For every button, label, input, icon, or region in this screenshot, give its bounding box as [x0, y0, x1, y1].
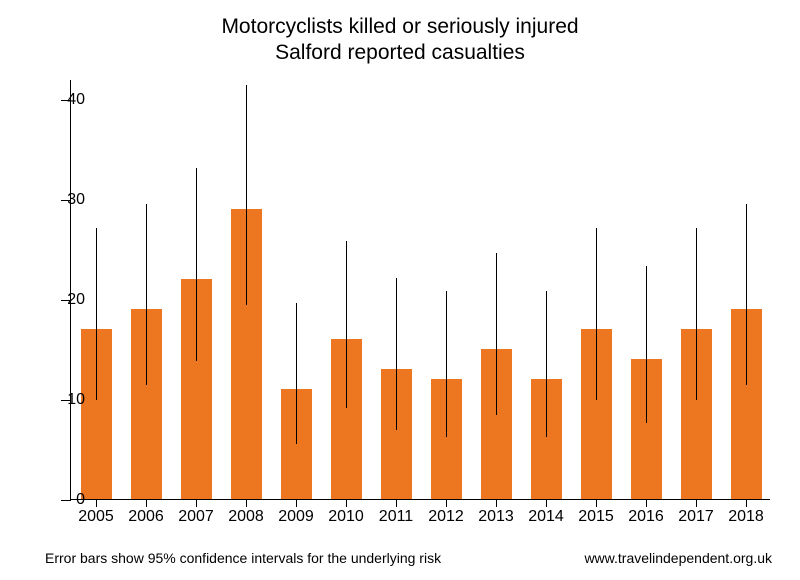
- x-axis-tick-label: 2017: [678, 508, 714, 526]
- error-bar: [596, 228, 597, 400]
- error-bar: [746, 204, 747, 385]
- x-axis-tick: [696, 499, 697, 507]
- error-bar: [296, 303, 297, 444]
- x-axis-tick-label: 2013: [478, 508, 514, 526]
- x-axis-tick: [396, 499, 397, 507]
- error-bar: [196, 168, 197, 361]
- chart-title: Motorcyclists killed or seriously injure…: [0, 14, 800, 67]
- error-bar: [446, 291, 447, 437]
- y-axis-tick-label: 0: [76, 491, 85, 509]
- error-bar: [346, 241, 347, 408]
- x-axis-tick: [746, 499, 747, 507]
- x-axis-tick: [546, 499, 547, 507]
- chart-container: Motorcyclists killed or seriously injure…: [0, 0, 800, 580]
- x-axis-tick-label: 2014: [528, 508, 564, 526]
- x-axis-tick-label: 2010: [328, 508, 364, 526]
- x-axis-tick: [346, 499, 347, 507]
- error-bar: [146, 204, 147, 385]
- y-axis-tick: [61, 500, 71, 501]
- x-axis-tick-label: 2009: [278, 508, 314, 526]
- title-line-2: Salford reported casualties: [275, 41, 525, 64]
- y-axis-tick-label: 10: [67, 391, 85, 409]
- x-axis-tick: [296, 499, 297, 507]
- x-axis-tick: [496, 499, 497, 507]
- x-axis-tick: [596, 499, 597, 507]
- x-axis-tick-label: 2015: [578, 508, 614, 526]
- plot-area: 2005200620072008200920102011201220132014…: [70, 80, 770, 500]
- error-bar: [496, 253, 497, 415]
- x-axis-tick-label: 2016: [628, 508, 664, 526]
- x-axis-tick-label: 2007: [178, 508, 214, 526]
- x-axis-tick-label: 2006: [128, 508, 164, 526]
- x-axis-tick: [146, 499, 147, 507]
- error-bar: [96, 228, 97, 400]
- x-axis-tick: [196, 499, 197, 507]
- x-axis-tick: [96, 499, 97, 507]
- x-axis-tick-label: 2012: [428, 508, 464, 526]
- x-axis-tick-label: 2018: [728, 508, 764, 526]
- x-axis-tick-label: 2008: [228, 508, 264, 526]
- error-bar: [646, 266, 647, 423]
- x-axis-tick: [646, 499, 647, 507]
- x-axis-tick-label: 2005: [78, 508, 114, 526]
- y-axis-tick-label: 40: [67, 91, 85, 109]
- title-line-1: Motorcyclists killed or seriously injure…: [221, 15, 578, 38]
- x-axis-tick: [446, 499, 447, 507]
- y-axis-tick-label: 20: [67, 291, 85, 309]
- error-bar: [246, 85, 247, 305]
- x-axis-tick-label: 2011: [379, 508, 413, 526]
- error-bar: [396, 278, 397, 430]
- footer-note-right: www.travelindependent.org.uk: [584, 550, 772, 566]
- footer-note-left: Error bars show 95% confidence intervals…: [45, 550, 441, 566]
- error-bar: [696, 228, 697, 400]
- x-axis-tick: [246, 499, 247, 507]
- error-bar: [546, 291, 547, 437]
- y-axis-tick-label: 30: [67, 191, 85, 209]
